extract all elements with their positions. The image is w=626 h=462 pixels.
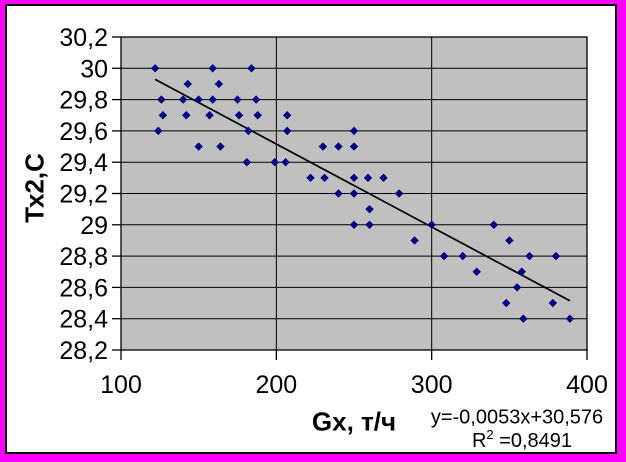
data-point xyxy=(512,283,522,292)
trendline-equation: y=-0,0053x+30,576 xyxy=(430,406,604,429)
x-tick-label: 200 xyxy=(255,371,297,399)
data-point xyxy=(283,111,292,120)
data-point xyxy=(502,298,511,308)
y-tick-label: 30 xyxy=(80,55,108,83)
data-point xyxy=(427,220,436,229)
data-point xyxy=(565,314,575,323)
data-point xyxy=(242,158,252,167)
data-point xyxy=(233,95,242,104)
r-squared-exponent: 2 xyxy=(486,427,494,443)
x-tick-label: 300 xyxy=(411,371,453,399)
data-point xyxy=(244,126,253,136)
trendline xyxy=(154,78,571,302)
y-tick-label: 29,2 xyxy=(59,181,108,209)
data-point xyxy=(551,251,561,261)
data-point xyxy=(365,220,374,229)
data-point xyxy=(253,111,262,120)
data-point xyxy=(306,173,315,183)
data-point xyxy=(194,142,203,151)
data-point xyxy=(208,95,217,104)
data-point xyxy=(334,189,343,198)
data-point xyxy=(410,236,419,245)
y-tick-label: 30,2 xyxy=(59,24,108,52)
r-squared-label: R2 =0,8491 xyxy=(472,427,572,453)
data-point xyxy=(548,298,558,308)
data-point xyxy=(318,142,328,151)
data-point xyxy=(251,95,261,104)
data-point xyxy=(334,142,343,151)
data-point xyxy=(519,314,528,323)
data-point xyxy=(194,95,203,104)
x-tick-label: 100 xyxy=(100,371,142,399)
data-point xyxy=(247,64,256,73)
data-point xyxy=(349,220,359,229)
data-point xyxy=(525,251,534,261)
y-tick-label: 29 xyxy=(80,212,108,240)
data-point xyxy=(349,189,359,198)
x-tick-label: 400 xyxy=(566,371,608,399)
y-tick-label: 28,4 xyxy=(59,306,108,334)
y-tick-label: 29,6 xyxy=(59,118,108,146)
data-point xyxy=(349,126,359,136)
data-point xyxy=(150,64,160,73)
data-point xyxy=(505,236,514,245)
data-point xyxy=(157,95,166,104)
data-point xyxy=(363,173,373,183)
data-point xyxy=(394,189,404,198)
data-point xyxy=(349,142,359,151)
data-point xyxy=(365,204,374,214)
data-point xyxy=(517,267,526,276)
data-point xyxy=(489,220,498,229)
data-point xyxy=(158,111,168,120)
data-point xyxy=(270,158,279,167)
data-point xyxy=(154,126,163,136)
y-tick-label: 28,6 xyxy=(59,274,108,302)
data-point xyxy=(349,173,359,183)
y-tick-label: 28,2 xyxy=(59,337,108,365)
data-point xyxy=(216,142,225,151)
data-point xyxy=(281,158,290,167)
r-squared-value: =0,8491 xyxy=(493,429,573,452)
data-point xyxy=(234,111,244,120)
data-point xyxy=(183,79,192,89)
y-tick-label: 29,4 xyxy=(59,149,108,177)
data-point xyxy=(283,126,292,136)
y-tick-label: 29,8 xyxy=(59,87,108,115)
y-axis-title: Тх2,С xyxy=(19,153,50,223)
data-point xyxy=(320,173,329,183)
data-point xyxy=(182,111,191,120)
data-point xyxy=(214,79,224,89)
data-point xyxy=(208,64,217,73)
data-point xyxy=(439,251,449,261)
data-point xyxy=(472,267,481,276)
data-point xyxy=(379,173,388,183)
data-point xyxy=(178,95,188,104)
r-squared-base: R xyxy=(471,429,487,452)
x-axis-title: Gx, т/ч xyxy=(311,406,397,437)
data-point xyxy=(458,251,467,261)
y-tick-label: 28,8 xyxy=(59,243,108,271)
data-point xyxy=(205,111,214,120)
